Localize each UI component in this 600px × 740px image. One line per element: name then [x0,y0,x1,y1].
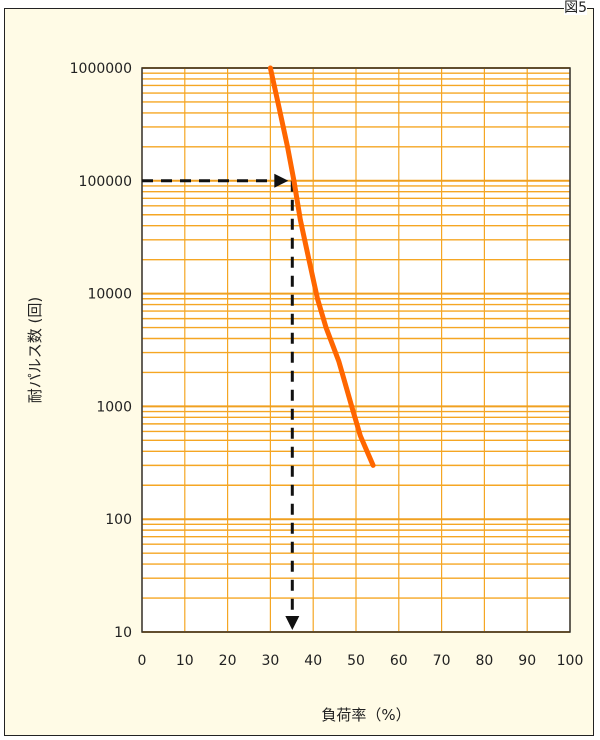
x-tick-labels: 0 10 20 30 40 50 60 70 80 90 100 [138,653,584,669]
x-tick-label: 0 [138,653,147,669]
x-tick-label: 10 [176,653,194,669]
y-tick-labels: 10 100 1000 10000 100000 1000000 [70,61,132,641]
reference-annotation [142,173,300,630]
plot-border [141,67,571,633]
arrow-head-right [274,173,289,188]
x-tick-label: 60 [390,653,408,669]
arrow-head-down [285,616,300,630]
y-axis-label: 耐パルス数 (回) [26,297,44,403]
y-tick-label: 100000 [79,174,132,190]
x-tick-label: 30 [261,653,279,669]
series-line [267,65,376,468]
major-grid [141,67,571,633]
y-tick-label: 1000 [96,399,132,415]
x-tick-label: 70 [433,653,451,669]
x-tick-label: 80 [475,653,493,669]
x-tick-label: 40 [304,653,322,669]
x-tick-label: 90 [518,653,536,669]
series-group [267,65,376,468]
y-tick-label: 10 [114,625,132,641]
figure-label: 図5 [564,0,587,16]
x-tick-label: 50 [347,653,365,669]
x-tick-label: 100 [557,653,584,669]
x-tick-label: 20 [219,653,237,669]
y-tick-label: 1000000 [70,61,132,77]
y-tick-label: 10000 [87,287,132,303]
x-axis-label: 負荷率（%） [321,706,410,724]
y-tick-label: 100 [105,512,132,528]
